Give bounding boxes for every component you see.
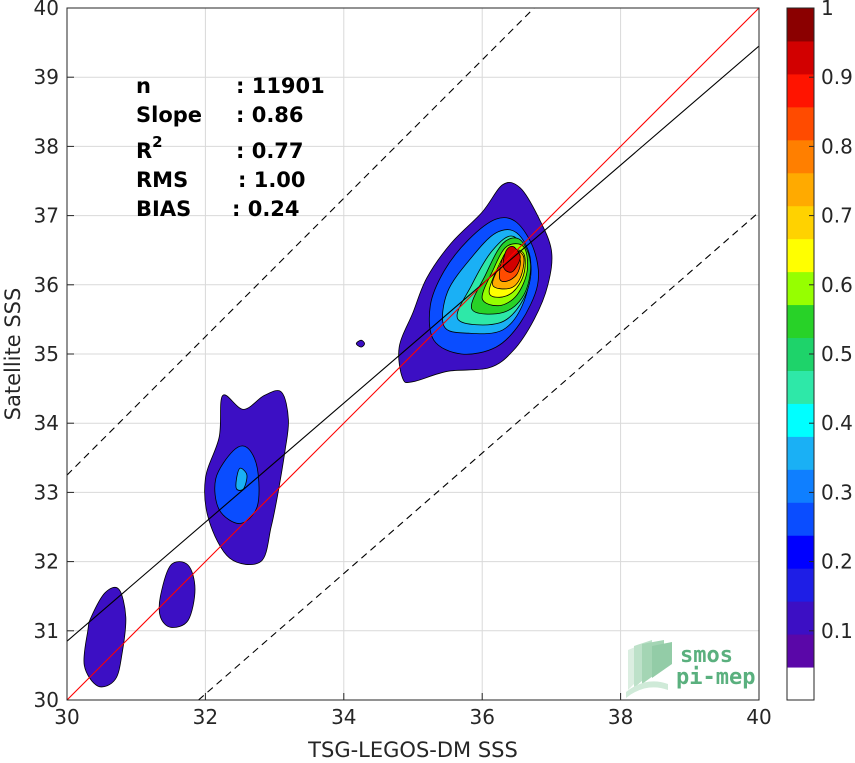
contour-layer: [83, 182, 553, 688]
colorbar-tick-label: 0.2: [821, 550, 853, 574]
colorbar-swatch: [787, 634, 814, 668]
colorbar-swatch: [787, 40, 814, 75]
logo-wave-icon: [626, 640, 672, 698]
y-tick-label: 30: [34, 688, 59, 712]
colorbar-tick-label: 0.3: [821, 480, 853, 504]
stat-rms-value: : 1.00: [238, 168, 306, 192]
colorbar-swatch: [787, 370, 814, 404]
y-tick-label: 36: [34, 273, 59, 297]
colorbar-swatch: [787, 469, 814, 503]
regression-line: [67, 45, 759, 642]
x-tick-label: 38: [608, 705, 633, 729]
stats-annotation: n : 11901 Slope : 0.86 R2 : 0.77 RMS : 1…: [136, 74, 325, 221]
stat-n-label: n: [136, 74, 151, 98]
x-tick-label: 32: [193, 705, 218, 729]
reference-lines: [67, 8, 759, 700]
colorbar-tick-label: 0.1: [821, 619, 853, 643]
y-tick-label: 34: [34, 411, 59, 435]
logo-line1: smos: [680, 643, 733, 668]
stat-slope-label: Slope: [136, 103, 202, 127]
colorbar-swatch: [787, 8, 814, 42]
colorbar-ticks: 0.1 0.2 0.3 0.4 0.5 0.6 0.7 0.8 0.9 1: [809, 0, 853, 643]
y-tick-label: 35: [34, 342, 59, 366]
colorbar-swatch: [787, 271, 814, 306]
x-tick-label: 40: [746, 705, 771, 729]
stat-r2-label: R2: [136, 133, 163, 163]
contour-level-0_1: [83, 586, 127, 688]
stat-bias-value: : 0.24: [232, 197, 300, 221]
colorbar-tick-label: 0.7: [821, 204, 853, 228]
colorbar-swatch: [787, 403, 814, 437]
y-tick-label: 40: [34, 0, 59, 20]
colorbar-swatch: [787, 667, 814, 701]
stat-n-value: : 11901: [236, 74, 325, 98]
y-tick-label: 38: [34, 134, 59, 158]
colorbar-swatch: [787, 73, 814, 108]
colorbar-swatch: [787, 535, 814, 569]
stat-r2-superscript: 2: [152, 133, 162, 151]
lower-bound-dashed-line: [198, 211, 759, 700]
colorbar-swatch: [787, 502, 814, 536]
x-axis: 30 32 34 36 38 40: [54, 693, 772, 729]
contour-level-0_1: [355, 339, 366, 348]
colorbar-tick-label: 0.8: [821, 134, 853, 158]
smos-pimep-logo: smos pi-mep: [626, 640, 755, 698]
logo-line2: pi-mep: [676, 665, 755, 690]
stat-r2-value: : 0.77: [236, 139, 304, 163]
colorbar-tick-label: 0.9: [821, 65, 853, 89]
colorbar-swatch: [787, 106, 814, 141]
contour-level-0_1: [158, 561, 196, 628]
stat-r2-base: R: [136, 139, 152, 163]
y-tick-label: 32: [34, 550, 59, 574]
colorbar-tick-label: 0.5: [821, 342, 853, 366]
x-axis-label: TSG-LEGOS-DM SSS: [307, 738, 518, 762]
y-tick-label: 37: [34, 204, 59, 228]
y-tick-label: 33: [34, 480, 59, 504]
y-axis-label: Satellite SSS: [1, 288, 25, 421]
colorbar-swatch: [787, 139, 814, 174]
colorbar-swatch: [787, 205, 814, 240]
y-tick-label: 31: [34, 619, 59, 643]
colorbar-swatch: [787, 304, 814, 339]
x-tick-label: 36: [469, 705, 494, 729]
colorbar-swatch: [787, 172, 814, 207]
colorbar-tick-label: 1: [821, 0, 834, 20]
one-to-one-line: [67, 8, 759, 700]
y-tick-label: 39: [34, 65, 59, 89]
colorbar-swatch: [787, 601, 814, 635]
x-tick-label: 34: [331, 705, 356, 729]
stat-rms-label: RMS: [136, 168, 188, 192]
colorbar-tick-label: 0.4: [821, 411, 853, 435]
stat-slope-value: : 0.86: [236, 103, 304, 127]
colorbar-swatch: [787, 568, 814, 602]
colorbar-swatch: [787, 436, 814, 470]
colorbar-swatch: [787, 238, 814, 273]
contour-level-0_3: [235, 467, 248, 491]
x-tick-label: 30: [54, 705, 79, 729]
stat-bias-label: BIAS: [136, 197, 191, 221]
colorbar-tick-label: 0.6: [821, 273, 853, 297]
y-axis: 30 31 32 33 34 35 36 37 38 39 40: [34, 0, 74, 712]
